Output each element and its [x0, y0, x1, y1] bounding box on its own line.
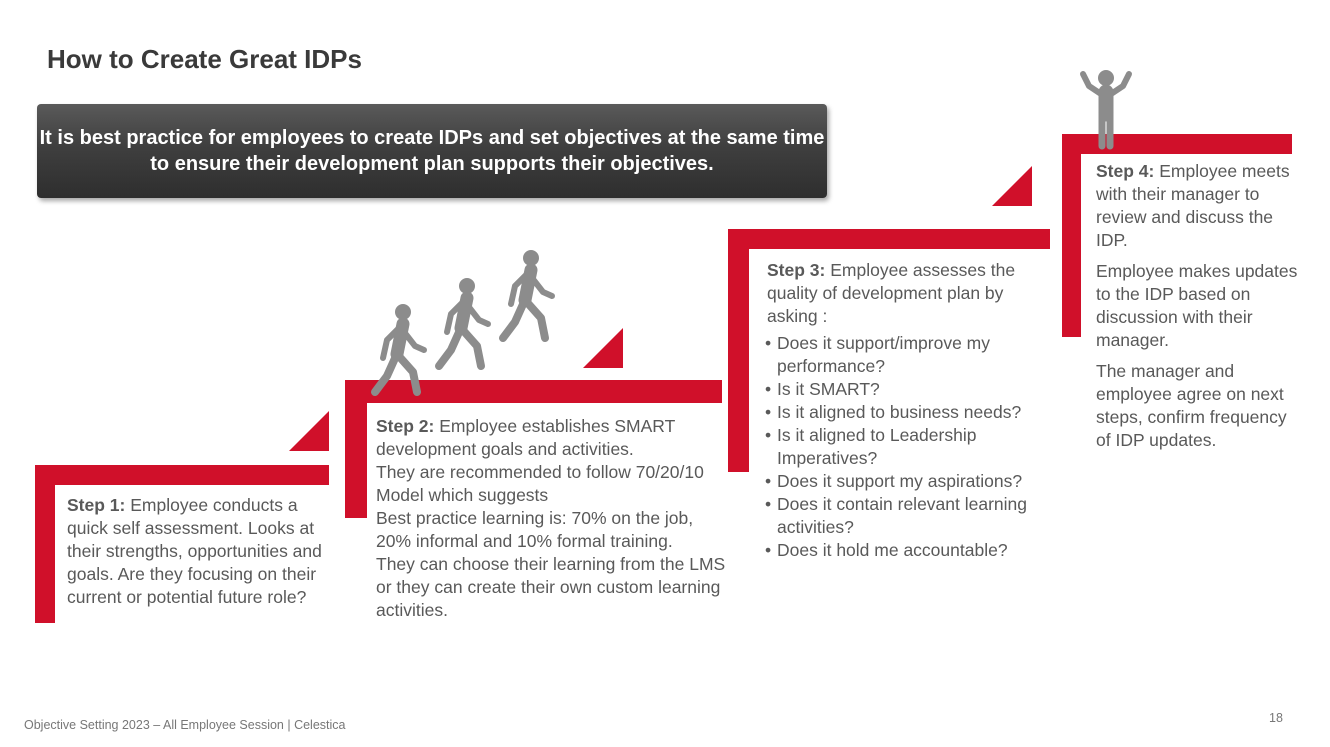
callout-text: It is best practice for employees to cre… — [39, 127, 825, 175]
page-title: How to Create Great IDPs — [47, 44, 362, 74]
step1-label: Step 1: — [67, 495, 126, 515]
step4-bar-vertical — [1062, 134, 1081, 337]
footer-text: Objective Setting 2023 – All Employee Se… — [24, 718, 346, 732]
step2-arrow-triangle — [583, 328, 623, 368]
step4-paragraph-2: Employee makes updates to the IDP based … — [1096, 261, 1298, 350]
step2-bar-vertical — [345, 380, 367, 518]
step1-bar-vertical — [35, 465, 55, 623]
step1-description: Employee conducts a quick self assessmen… — [67, 495, 322, 607]
step4-paragraph-1: Employee meets with their manager to rev… — [1096, 161, 1290, 250]
page-number: 18 — [1269, 711, 1283, 725]
best-practice-callout: It is best practice for employees to cre… — [37, 104, 827, 198]
walking-person-icon — [435, 278, 491, 370]
step2-bar-horizontal — [345, 380, 722, 403]
step4-bar-horizontal — [1062, 134, 1292, 154]
step3-question-list: Does it support/improve my performance? … — [765, 332, 1057, 562]
step3-intro: Employee assesses the quality of develop… — [767, 260, 1016, 326]
walking-person-icon — [499, 250, 555, 342]
list-item: Does it support my aspirations? — [765, 470, 1057, 493]
list-item: Does it hold me accountable? — [765, 539, 1057, 562]
step2-line-2: They are recommended to follow 70/20/10 … — [376, 462, 704, 505]
step2-line-3: Best practice learning is: 70% on the jo… — [376, 508, 694, 551]
step2-label: Step 2: — [376, 416, 435, 436]
walking-person-icon — [371, 304, 427, 396]
step2-line-1: Employee establishes SMART development g… — [376, 416, 675, 459]
step3-bar-vertical — [728, 229, 749, 472]
step2-text: Step 2: Employee establishes SMART devel… — [376, 415, 731, 622]
step3-bar-horizontal — [728, 229, 1050, 249]
list-item: Is it aligned to business needs? — [765, 401, 1057, 424]
step4-label: Step 4: — [1096, 161, 1155, 181]
list-item: Does it contain relevant learning activi… — [765, 493, 1057, 539]
step2-line-4: They can choose their learning from the … — [376, 554, 726, 620]
list-item: Does it support/improve my performance? — [765, 332, 1057, 378]
list-item: Is it SMART? — [765, 378, 1057, 401]
step3-text: Step 3: Employee assesses the quality of… — [765, 259, 1057, 562]
celebrating-person-icon — [1080, 70, 1132, 150]
step1-arrow-triangle — [289, 411, 329, 451]
step4-text: Step 4: Employee meets with their manage… — [1096, 160, 1301, 460]
step4-paragraph-3: The manager and employee agree on next s… — [1096, 361, 1287, 450]
step3-label: Step 3: — [767, 260, 826, 280]
list-item: Is it aligned to Leadership Imperatives? — [765, 424, 1057, 470]
step3-arrow-triangle — [992, 166, 1032, 206]
step1-text: Step 1: Employee conducts a quick self a… — [67, 494, 327, 617]
step1-bar-horizontal — [35, 465, 329, 485]
